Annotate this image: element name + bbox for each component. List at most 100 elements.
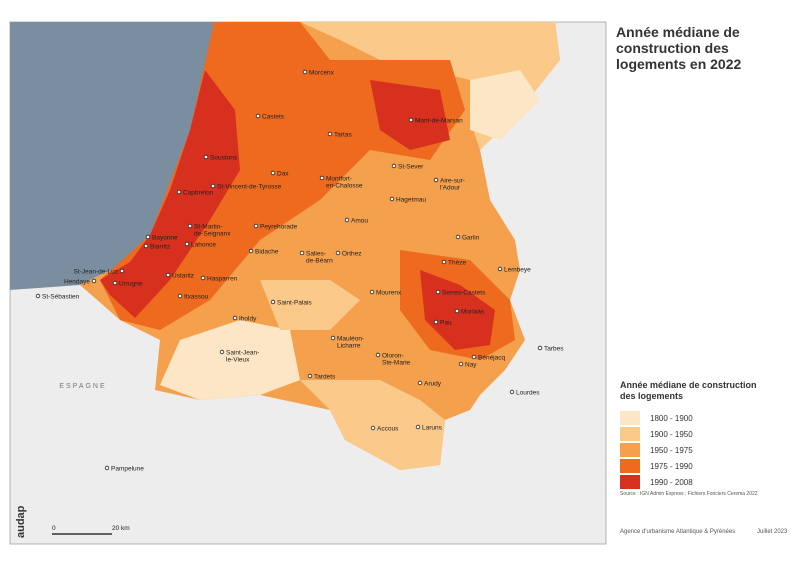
agency: Agence d'urbanisme Atlantique & Pyrénées [620,529,736,535]
place-label: Arudy [424,381,442,388]
place-marker [417,380,423,386]
legend-item: 1950 - 1975 [620,442,693,458]
place-label: Saint-Jean- [226,350,259,357]
place-label: de-Seignanx [194,231,231,238]
zone [300,380,445,470]
legend-swatch [620,475,640,489]
country-label: ESPAGNE [59,383,106,390]
place-marker [455,234,461,240]
place-label: Tarbes [544,346,564,353]
place-label: Soustons [210,155,238,162]
place-marker [389,196,395,202]
legend-swatch [620,427,640,441]
place-marker [433,177,439,183]
place-marker [330,335,336,341]
place-marker [344,217,350,223]
place-label: Laruns [422,425,443,432]
place-marker [408,117,414,123]
place-label: Montfort- [326,176,352,183]
legend: 1800 - 1900 1900 - 1950 1950 - 1975 1975 - … [620,410,693,490]
place-label: Aire-sur- [440,178,465,185]
place-marker [104,465,110,471]
place-label: Biarritz [150,244,170,251]
place-marker [248,248,254,254]
place-label: Hasparren [207,276,238,283]
place-marker [91,278,97,284]
place-marker [370,425,376,431]
place-label: Bénéjacq [478,355,505,362]
place-label: Lourdes [516,390,540,397]
place-label: Urrugne [119,281,143,288]
place-marker [255,113,261,119]
title: Année médiane de construction des logeme… [616,24,742,72]
legend-label: 1800 - 1900 [650,413,693,423]
place-label: Saint-Palais [277,300,312,307]
place-marker [369,289,375,295]
legend-item: 1990 - 2008 [620,474,693,490]
place-marker [270,299,276,305]
place-label: Tartas [334,132,352,139]
place-marker [375,352,381,358]
place-label: Accous [377,426,399,433]
legend-label: 1900 - 1950 [650,429,693,439]
scale-start: 0 [52,525,56,532]
place-label: Licharre [337,343,361,350]
source: Source : IGN Admin Express ; Fichiers Fo… [620,491,758,497]
zone [160,320,300,400]
place-label: Tardets [314,374,336,381]
place-marker [435,289,441,295]
place-marker [210,183,216,189]
place-label: Mont-de-Marsan [415,118,463,125]
place-marker [119,268,125,274]
place-marker [302,69,308,75]
place-marker [35,293,41,299]
logo: audap [15,505,27,538]
zone [100,22,465,330]
place-label: St-Sever [398,164,424,171]
legend-swatch [620,443,640,457]
place-label: Morlaàs [461,309,485,316]
place-label: Morcenx [309,70,335,77]
place-marker [232,315,238,321]
place-marker [458,361,464,367]
place-label: St-Sébastien [42,294,80,301]
place-label: Ste-Marie [382,360,411,367]
place-label: Pampelune [111,466,144,473]
place-label: Bayonne [152,235,178,242]
place-label: Orthez [342,251,362,258]
place-label: Thèze [448,260,466,267]
place-marker [184,241,190,247]
place-marker [187,223,193,229]
legend-item: 1800 - 1900 [620,410,693,426]
place-marker [335,250,341,256]
place-label: Hagetmau [396,197,426,204]
place-label: Itxassou [184,294,209,301]
zone [260,280,360,330]
map: 0 20 km ESPAGNE audap Morcenx Castets Mont… [9,21,607,545]
place-label: Iholdy [239,316,257,323]
place-label: Dax [277,171,289,178]
place-label: Mourenx [376,290,402,297]
place-label: Garlin [462,235,480,242]
place-label: Peyrehorade [260,224,298,231]
place-marker [176,189,182,195]
place-label: Lahonce [191,242,216,249]
place-label: l'Adour [440,185,461,192]
place-label: Salies- [306,251,326,258]
legend-label: 1950 - 1975 [650,445,693,455]
zone [100,70,240,318]
place-marker [391,163,397,169]
zone [370,80,450,150]
place-label: en-Chalosse [326,183,363,190]
place-label: Oloron- [382,353,404,360]
place-marker [537,345,543,351]
date: Juillet 2023 [757,529,788,535]
place-marker [415,424,421,430]
place-marker [219,349,225,355]
place-marker [299,250,305,256]
legend-label: 1975 - 1990 [650,461,693,471]
place-marker [145,234,151,240]
ocean [10,22,214,290]
place-marker [433,319,439,325]
